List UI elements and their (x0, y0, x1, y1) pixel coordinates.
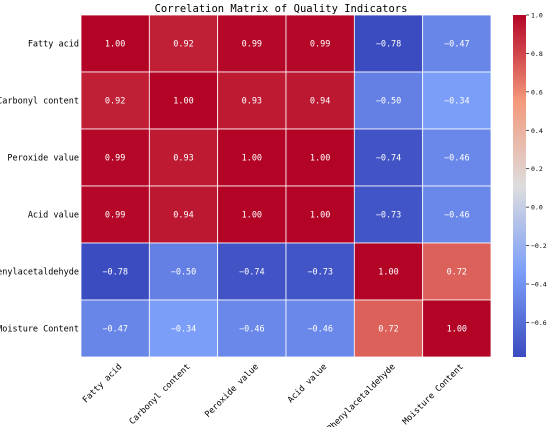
heatmap-cell (80, 14, 150, 73)
heatmap-cell (80, 185, 150, 244)
heatmap-cell (353, 14, 424, 73)
heatmap-value-label: −0.47 (102, 325, 128, 335)
heatmap-cell (353, 299, 424, 358)
heatmap-cell (353, 185, 424, 244)
heatmap-value-label: −0.46 (239, 325, 265, 335)
heatmap-value-labels: 1.00 0.92 0.99 0.99 −0.78 −0.47 0.92 1.00 0.93 0.… (102, 40, 469, 335)
colorbar-tick-label: 0.0 (531, 204, 543, 212)
heatmap-value-label: 0.94 (173, 211, 193, 221)
row-label: Peroxide value (7, 154, 79, 164)
heatmap-value-label: 0.99 (242, 40, 262, 50)
heatmap-cell (422, 71, 492, 130)
heatmap-value-label: 0.72 (447, 268, 467, 278)
heatmap-value-label: −0.78 (376, 40, 402, 50)
colorbar-tick-label: −0.6 (531, 319, 547, 327)
heatmap-cell (80, 242, 150, 301)
heatmap-cell (422, 242, 492, 301)
colorbar-tick-label: 0.4 (531, 127, 543, 135)
heatmap-cell (422, 185, 492, 244)
heatmap-value-label: −0.74 (376, 154, 402, 164)
heatmap-cell (422, 128, 492, 187)
row-label: Moisture Content (0, 325, 79, 335)
heatmap-cell (285, 185, 355, 244)
heatmap-value-label: −0.46 (444, 211, 470, 221)
heatmap-value-label: 1.00 (242, 211, 262, 221)
heatmap-cell (80, 128, 150, 187)
column-labels: Fatty acid Carbonyl content Peroxide value… (81, 362, 466, 427)
heatmap-cell (353, 242, 424, 301)
heatmap-value-label: −0.74 (239, 268, 265, 278)
heatmap-cell (285, 242, 355, 301)
column-label: Peroxide value (203, 362, 261, 420)
heatmap-value-label: −0.46 (444, 154, 470, 164)
heatmap-cell (285, 71, 355, 130)
colorbar-tick-label: −0.4 (531, 280, 547, 288)
heatmap-value-label: 1.00 (310, 211, 330, 221)
heatmap-value-label: 1.00 (105, 40, 125, 50)
colorbar-ticks: −0.6 −0.4 −0.2 0.0 0.2 0.4 0.6 0.8 1.0 (526, 12, 547, 327)
colorbar-tick-label: 1.0 (531, 12, 543, 20)
column-label: Phenylacetaldehyde (325, 362, 397, 427)
heatmap-value-label: −0.34 (171, 325, 197, 335)
colorbar (513, 15, 526, 357)
heatmap-cell (422, 299, 492, 358)
colorbar-tick-label: −0.2 (531, 242, 547, 250)
heatmap-cell (422, 14, 492, 73)
heatmap-cell (217, 242, 287, 301)
row-label: Carbonyl content (0, 97, 79, 107)
column-label: Moisture Content (401, 362, 466, 427)
heatmap-cell (80, 299, 150, 358)
heatmap-value-label: 1.00 (310, 154, 330, 164)
heatmap-value-label: −0.73 (307, 268, 333, 278)
row-label: Acid value (28, 211, 79, 221)
heatmap-value-label: 0.99 (105, 154, 125, 164)
heatmap-value-label: 1.00 (173, 97, 193, 107)
heatmap-value-label: 0.72 (378, 325, 398, 335)
heatmap-cell (285, 299, 355, 358)
heatmap-cell (353, 128, 424, 187)
heatmap-cell (148, 14, 219, 73)
heatmap-value-label: 1.00 (378, 268, 398, 278)
heatmap-value-label: 0.93 (242, 97, 262, 107)
colorbar-tick-label: 0.8 (531, 50, 543, 58)
row-label: Phenylacetaldehyde (0, 268, 79, 278)
column-label: Carbonyl content (128, 362, 193, 427)
heatmap-cell (148, 71, 219, 130)
heatmap-value-label: 1.00 (242, 154, 262, 164)
column-label: Acid value (286, 362, 329, 405)
heatmap-cells (80, 14, 492, 358)
heatmap-value-label: −0.46 (307, 325, 333, 335)
heatmap-value-label: −0.73 (376, 211, 402, 221)
chart-title: Correlation Matrix of Quality Indicators (155, 3, 408, 15)
heatmap-value-label: 0.99 (105, 211, 125, 221)
heatmap-cell (148, 128, 219, 187)
colorbar-tick-label: 0.6 (531, 88, 543, 96)
heatmap-cell (217, 185, 287, 244)
heatmap-value-label: 0.92 (105, 97, 125, 107)
heatmap-value-label: 0.92 (173, 40, 193, 50)
heatmap-cell (148, 185, 219, 244)
heatmap-value-label: 0.99 (310, 40, 330, 50)
row-label: Fatty acid (28, 40, 79, 50)
heatmap-value-label: −0.50 (171, 268, 197, 278)
heatmap-value-label: 1.00 (447, 325, 467, 335)
row-labels: Fatty acid Carbonyl content Peroxide value… (0, 40, 79, 335)
heatmap-cell (285, 128, 355, 187)
heatmap-cell (217, 14, 287, 73)
heatmap-value-label: 0.93 (173, 154, 193, 164)
column-label: Fatty acid (81, 362, 124, 405)
heatmap-value-label: −0.50 (376, 97, 402, 107)
heatmap-value-label: −0.78 (102, 268, 128, 278)
heatmap-value-label: −0.34 (444, 97, 470, 107)
heatmap-value-label: −0.47 (444, 40, 470, 50)
colorbar-tick-label: 0.2 (531, 165, 543, 173)
heatmap-cell (285, 14, 355, 73)
heatmap-value-label: 0.94 (310, 97, 330, 107)
